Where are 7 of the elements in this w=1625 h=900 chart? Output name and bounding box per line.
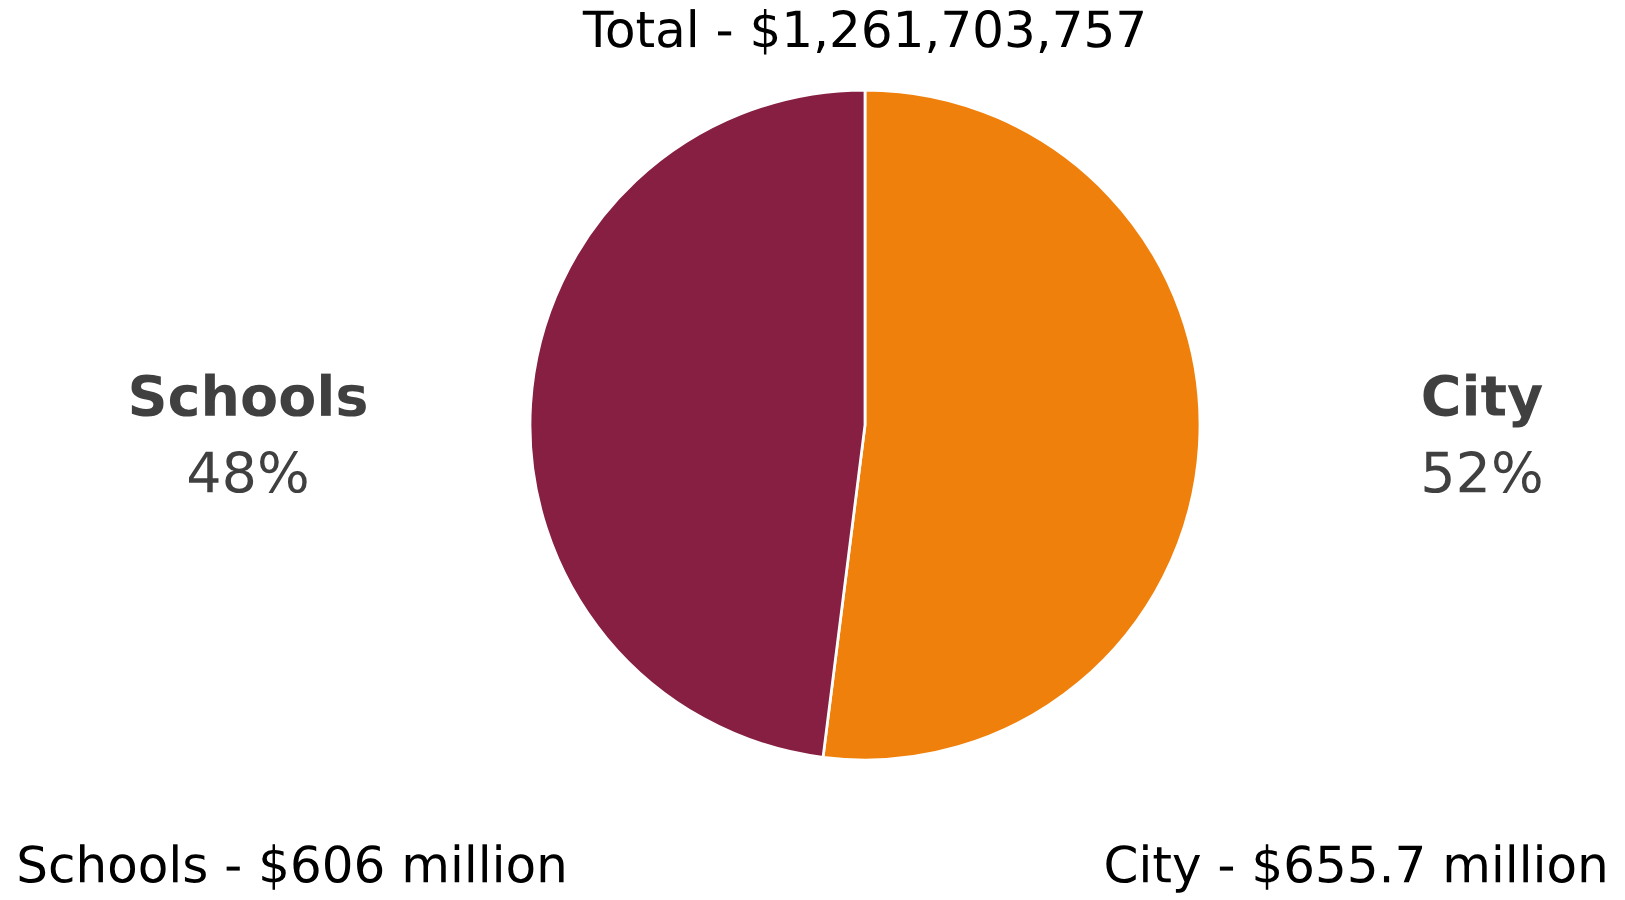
slice-label: Schools: [131, 373, 366, 417]
slice-label: City: [1423, 373, 1543, 428]
data-label: 52%: [1424, 451, 1541, 494]
text: Schools - $606 million: [19, 844, 564, 890]
text: City - $655.7 million: [1106, 844, 1605, 893]
data-label: 48%: [188, 451, 307, 494]
chart-title: Total - $1,261,703,757: [582, 9, 1143, 55]
